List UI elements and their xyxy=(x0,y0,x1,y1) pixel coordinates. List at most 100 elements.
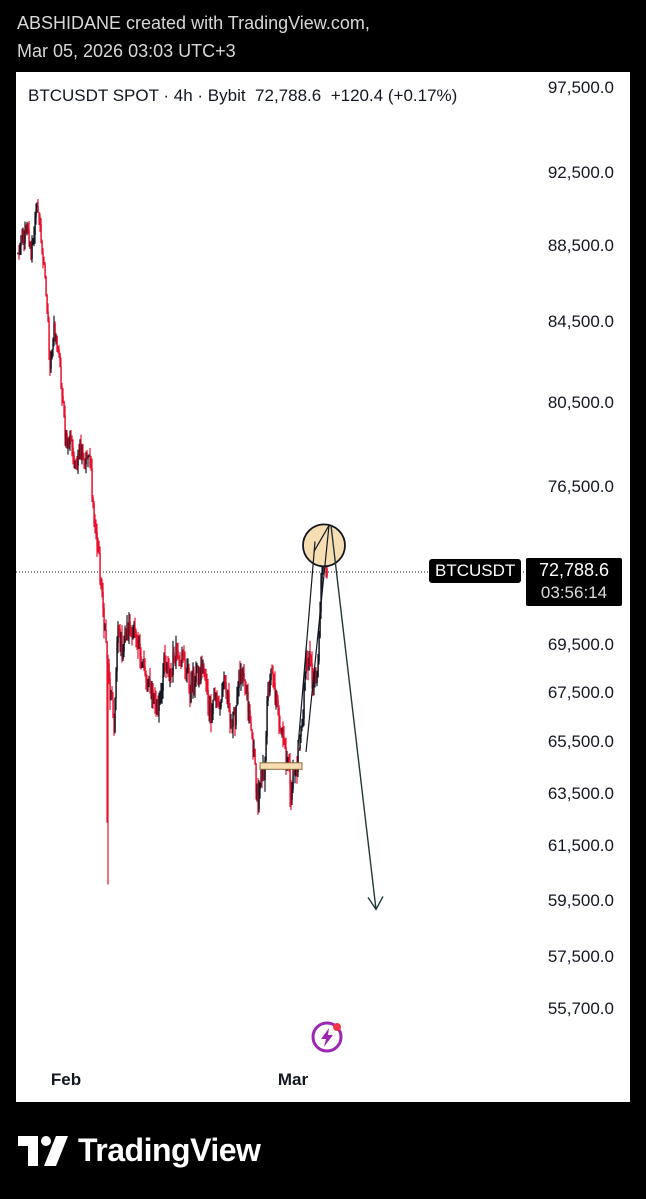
candle-body xyxy=(121,635,123,659)
candle-body xyxy=(221,688,223,700)
candle-body xyxy=(80,443,82,455)
candle-body xyxy=(255,763,257,793)
candle-body xyxy=(260,770,262,784)
chart-panel[interactable]: BTCUSDT SPOT · 4h · Bybit 72,788.6 +120.… xyxy=(16,72,630,1102)
candle-body xyxy=(39,217,41,224)
candle-body xyxy=(205,680,207,684)
candle-body xyxy=(256,789,258,793)
candle-body xyxy=(285,747,287,763)
candle-body xyxy=(197,665,199,684)
candle-body xyxy=(303,690,305,719)
candle-body xyxy=(154,693,156,702)
ticker-legend[interactable]: BTCUSDT SPOT · 4h · Bybit 72,788.6 +120.… xyxy=(28,86,457,106)
candle-body xyxy=(25,230,27,233)
y-tick-label: 80,500.0 xyxy=(547,393,614,412)
candle-body xyxy=(212,699,214,715)
candle-body xyxy=(168,665,170,677)
y-tick-label: 65,500.0 xyxy=(547,732,614,751)
candle-body xyxy=(267,692,269,702)
candle-body xyxy=(289,761,291,788)
candle-body xyxy=(250,722,252,730)
candle-body xyxy=(301,723,303,728)
candle-body xyxy=(236,694,238,706)
candle-body xyxy=(130,626,132,629)
candle-body xyxy=(278,707,280,727)
candle-body xyxy=(73,455,75,464)
candle-body xyxy=(141,663,143,667)
candle-body xyxy=(101,589,103,592)
candle-body xyxy=(160,694,162,702)
candle-body xyxy=(74,461,76,464)
candle-body xyxy=(126,624,128,638)
candle-body xyxy=(176,645,178,652)
candle-body xyxy=(89,455,91,466)
price-chart[interactable] xyxy=(16,72,630,1102)
candle-body xyxy=(111,696,113,700)
candle-body xyxy=(240,668,242,684)
candle-body xyxy=(305,651,307,674)
y-tick-label: 97,500.0 xyxy=(547,78,614,97)
candle-body xyxy=(34,217,36,235)
symbol-tag: BTCUSDT xyxy=(429,559,522,583)
candle-body xyxy=(140,656,142,667)
candle-body xyxy=(84,461,86,465)
candle-body xyxy=(226,692,228,701)
candle-body xyxy=(129,621,131,627)
candle-body xyxy=(75,461,77,465)
candle-body xyxy=(201,664,203,672)
candle-body xyxy=(151,689,153,698)
candles xyxy=(17,199,328,885)
candle-body xyxy=(61,388,63,397)
candle-body xyxy=(254,748,256,764)
lightning-icon[interactable] xyxy=(310,1020,344,1054)
x-tick-label: Feb xyxy=(50,1070,82,1089)
candle-body xyxy=(228,693,230,711)
candle-body xyxy=(105,629,107,642)
candle-body xyxy=(297,747,299,772)
projection-arrow xyxy=(330,525,377,910)
candle-body xyxy=(165,663,167,670)
candle-body xyxy=(22,236,24,238)
candle-body xyxy=(294,766,296,774)
candle-body xyxy=(274,683,276,701)
candle-body xyxy=(166,664,168,670)
candle-body xyxy=(232,711,234,728)
x-tick-label: Mar xyxy=(277,1070,309,1089)
candle-body xyxy=(29,241,31,243)
candle-body xyxy=(288,759,290,762)
candle-body xyxy=(156,701,158,707)
candle-body xyxy=(211,714,213,723)
candle-body xyxy=(326,568,328,577)
candle-body xyxy=(181,651,183,663)
candle-body xyxy=(171,674,173,676)
candle-body xyxy=(83,458,85,462)
candle-body xyxy=(42,253,44,263)
candle-body xyxy=(146,682,148,687)
candle-body xyxy=(246,691,248,693)
candle-body xyxy=(122,651,124,659)
candle-body xyxy=(192,672,194,690)
candle-body xyxy=(215,693,217,699)
candle-body xyxy=(214,693,216,699)
candle-body xyxy=(127,624,129,635)
candle-body xyxy=(182,651,184,657)
candle-body xyxy=(152,689,154,701)
candle-body xyxy=(251,729,253,739)
candle-body xyxy=(30,241,32,259)
trendline-left xyxy=(297,541,316,748)
candle-body xyxy=(191,681,193,690)
candle-body xyxy=(263,766,265,781)
candle-body xyxy=(164,656,166,664)
candle-body xyxy=(118,625,120,629)
candle-body xyxy=(320,579,322,613)
candle-body xyxy=(306,651,308,661)
tradingview-logo-icon xyxy=(18,1135,68,1166)
candle-body xyxy=(33,234,35,243)
candle-body xyxy=(271,670,273,674)
candle-body xyxy=(96,531,98,547)
y-tick-label: 63,500.0 xyxy=(547,784,614,803)
candle-body xyxy=(59,353,61,367)
candle-body xyxy=(188,667,190,690)
candle-body xyxy=(170,673,172,675)
candle-body xyxy=(40,223,42,241)
